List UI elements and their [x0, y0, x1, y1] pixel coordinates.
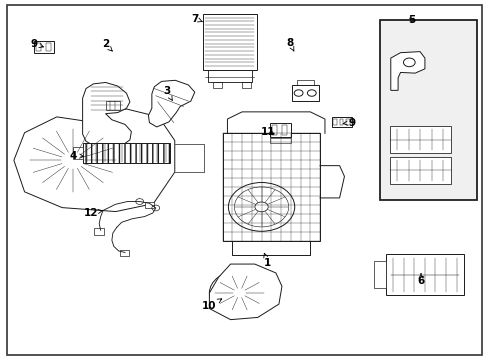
Bar: [82, 143, 170, 163]
Text: 9: 9: [30, 39, 43, 49]
Polygon shape: [390, 51, 424, 90]
Bar: [242, 82, 250, 88]
Bar: [331, 117, 351, 127]
Polygon shape: [209, 264, 282, 320]
Text: 9: 9: [343, 118, 355, 128]
Bar: [203, 14, 256, 69]
Bar: [270, 138, 290, 143]
Circle shape: [62, 152, 83, 168]
Polygon shape: [73, 147, 82, 159]
Bar: [34, 41, 54, 53]
Bar: [120, 249, 129, 256]
Bar: [292, 85, 319, 101]
Bar: [333, 119, 336, 125]
Bar: [222, 134, 320, 241]
Bar: [212, 82, 221, 88]
Text: 12: 12: [83, 208, 102, 218]
Circle shape: [254, 202, 267, 212]
Text: 4: 4: [69, 150, 83, 161]
Bar: [144, 202, 154, 208]
Bar: [270, 123, 290, 137]
Polygon shape: [373, 261, 385, 288]
Text: 11: 11: [260, 127, 275, 136]
Text: 2: 2: [102, 40, 112, 51]
Bar: [271, 126, 277, 135]
Bar: [282, 126, 287, 135]
Text: 10: 10: [202, 299, 221, 311]
Circle shape: [233, 288, 245, 297]
Text: 8: 8: [285, 38, 293, 51]
Text: 3: 3: [163, 86, 172, 100]
Bar: [46, 43, 51, 50]
Bar: [389, 157, 450, 184]
Bar: [385, 254, 463, 296]
Bar: [339, 119, 343, 125]
Bar: [389, 126, 450, 153]
Text: 5: 5: [407, 15, 414, 26]
Bar: [105, 101, 120, 110]
Polygon shape: [14, 109, 174, 212]
Text: 7: 7: [191, 14, 202, 24]
Bar: [379, 21, 476, 200]
Polygon shape: [82, 82, 131, 148]
Bar: [346, 119, 349, 125]
Polygon shape: [148, 80, 194, 127]
Bar: [36, 43, 41, 50]
Text: 1: 1: [263, 253, 271, 268]
Text: 6: 6: [417, 273, 424, 286]
Bar: [94, 228, 104, 234]
